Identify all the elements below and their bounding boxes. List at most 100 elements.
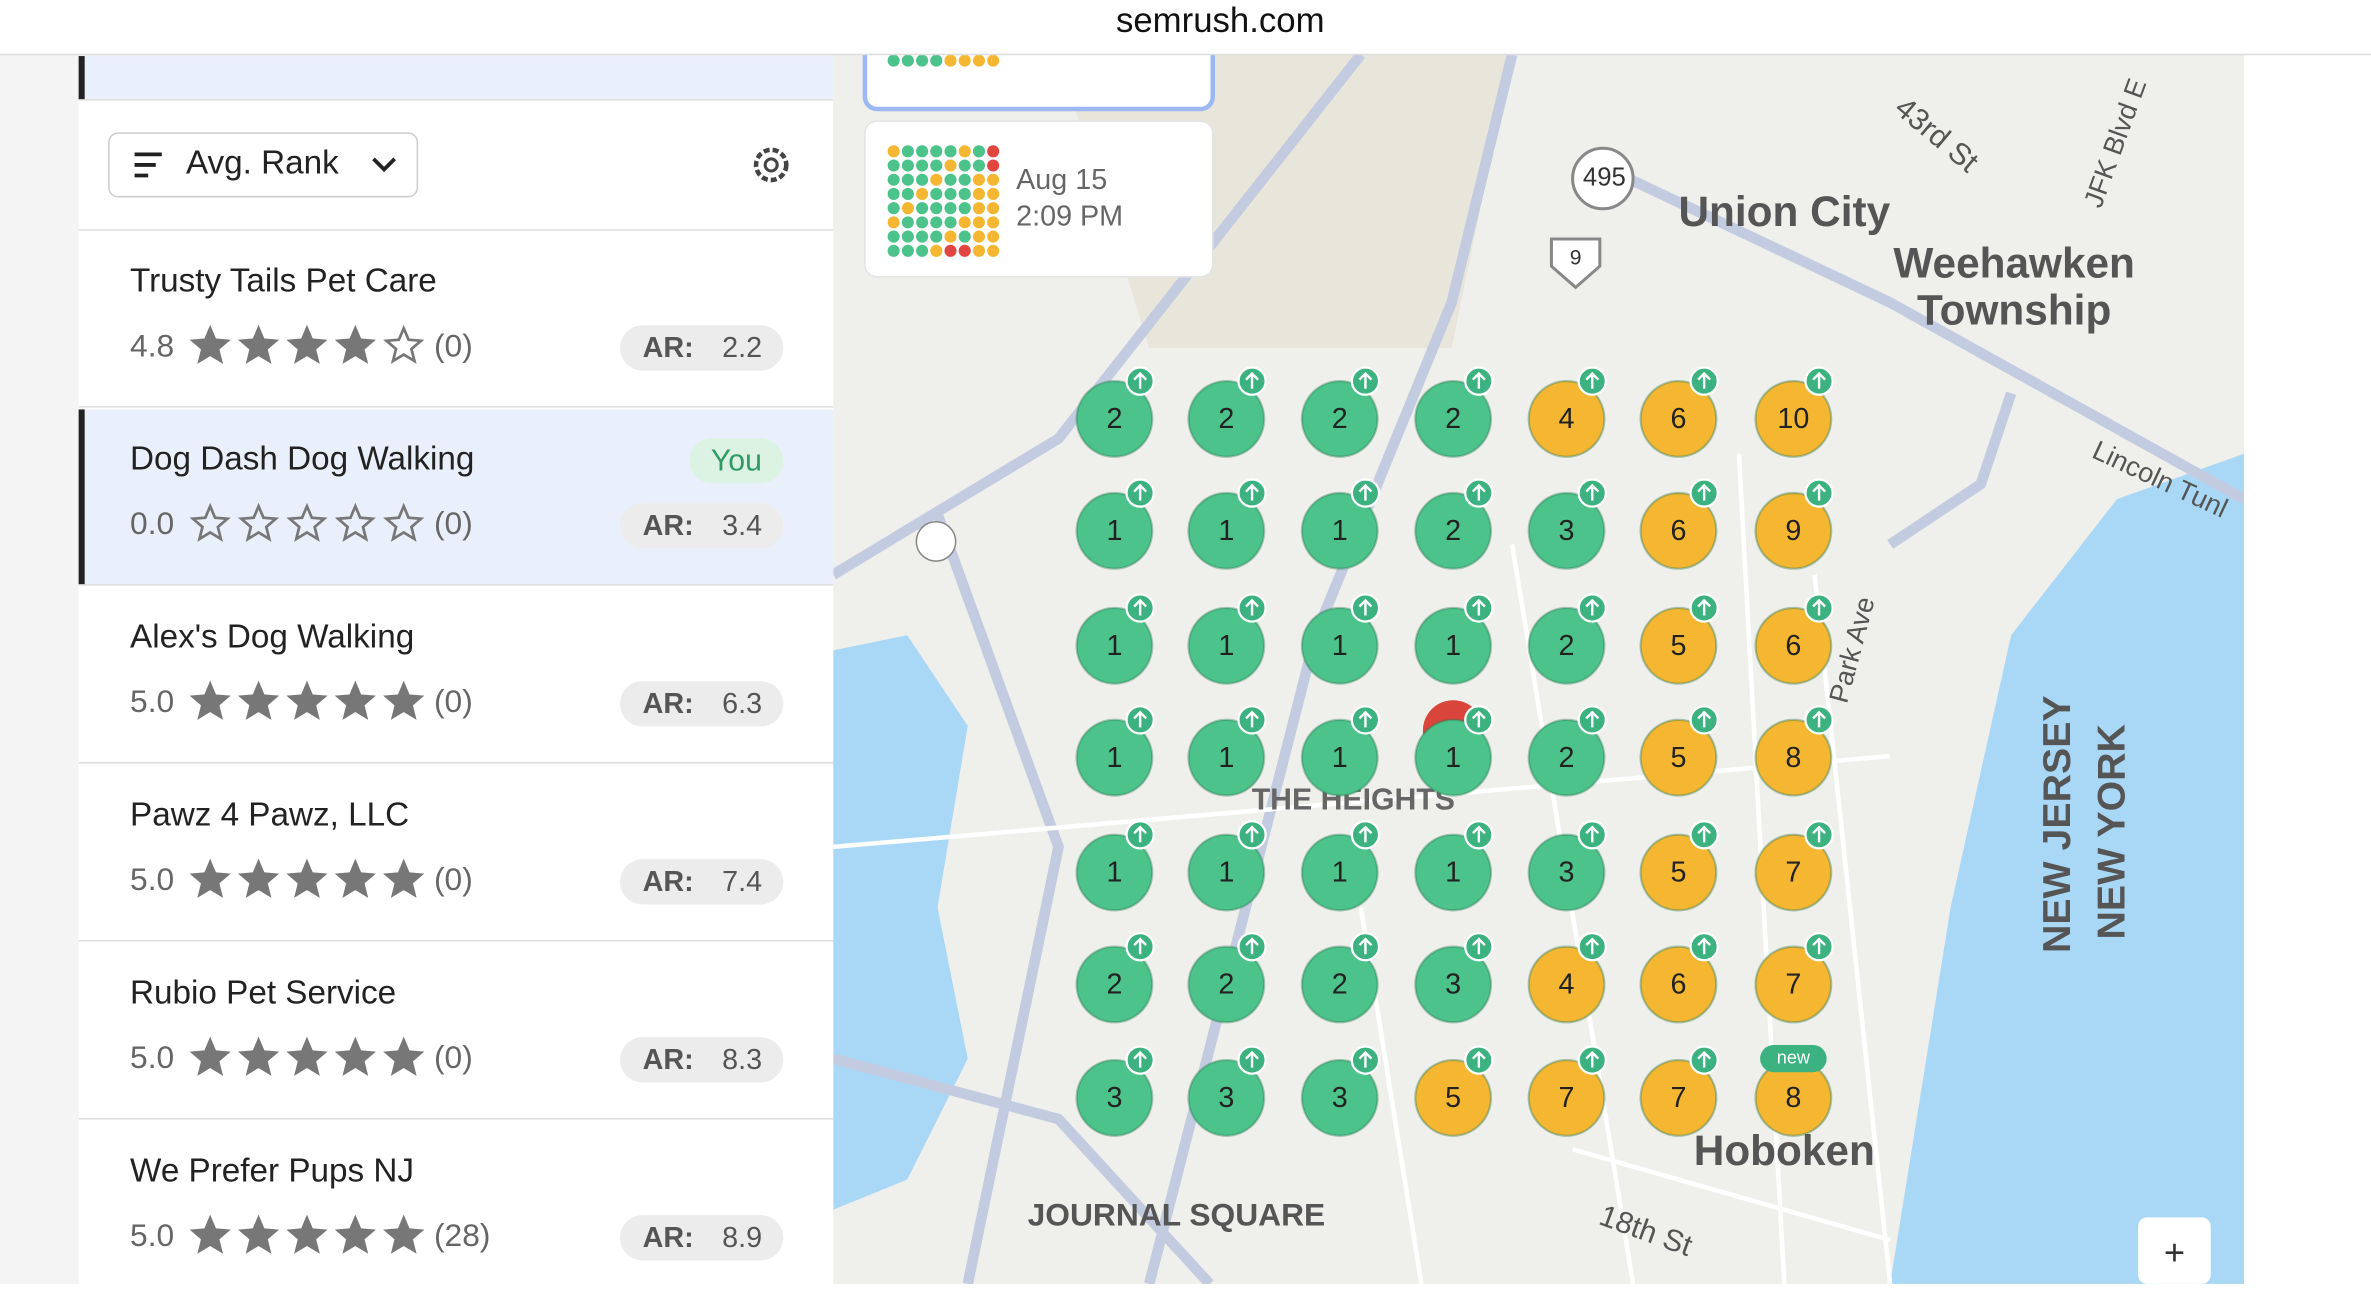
rank-pin[interactable] (1527, 1058, 1606, 1137)
rank-pin[interactable] (1754, 718, 1833, 797)
ar-pill (619, 325, 784, 371)
thumb-dot (958, 145, 971, 158)
thumb-dot (901, 244, 914, 257)
url: semrush.com (1116, 2, 1325, 40)
thumb-dot (930, 145, 943, 158)
rank-pin[interactable] (1527, 945, 1606, 1024)
rank-pin[interactable] (1300, 945, 1379, 1024)
thumb-dot (972, 202, 985, 215)
star (286, 324, 328, 364)
rank-pin[interactable] (1527, 491, 1606, 570)
review-count: (0) (434, 505, 473, 541)
rank-pin[interactable] (1187, 1058, 1266, 1137)
rank-value: 5 (1670, 630, 1686, 662)
rank-pin[interactable] (1414, 491, 1493, 570)
trend-arrow (1245, 825, 1259, 843)
listing-row[interactable] (84, 231, 834, 407)
sort-dropdown[interactable] (108, 132, 419, 198)
thumb-dot (930, 202, 943, 215)
rank-pin[interactable] (1754, 606, 1833, 685)
rank-pin[interactable] (1414, 606, 1493, 685)
rank-pin[interactable] (1414, 1058, 1493, 1137)
rank-pin[interactable] (1639, 1058, 1718, 1137)
rank-pin[interactable] (1300, 1058, 1379, 1137)
rank-pin[interactable] (1075, 1058, 1154, 1137)
rank-pin[interactable] (1075, 718, 1154, 797)
trend-arrow (1471, 710, 1486, 728)
map-label: Union City (1678, 188, 1890, 235)
listing-row[interactable] (84, 587, 834, 763)
rank-pin[interactable] (1639, 380, 1718, 458)
thumb-dot (901, 202, 914, 215)
rank-pin[interactable] (1754, 945, 1833, 1024)
thumb-dot (887, 54, 900, 67)
rank-pin[interactable] (1075, 833, 1154, 912)
thumb-dot (901, 216, 914, 229)
rank-pin[interactable] (1300, 491, 1379, 570)
thumb-dot (930, 159, 943, 172)
rank-pin[interactable] (1527, 380, 1606, 458)
rank-pin[interactable] (1187, 945, 1266, 1024)
rank-pin[interactable] (1187, 833, 1266, 912)
rank-pin[interactable] (1300, 606, 1379, 685)
thumb-dot (916, 187, 929, 201)
selected-row[interactable] (78, 409, 834, 585)
rank-pin[interactable] (1527, 833, 1606, 912)
rank-pin[interactable] (1639, 718, 1718, 797)
map-label: Weehawken (1893, 239, 2135, 286)
rating: 5.0 (130, 1039, 174, 1075)
rank-pin[interactable] (1075, 491, 1154, 570)
rank-pin[interactable] (1754, 491, 1833, 570)
rank-pin[interactable] (1187, 491, 1266, 570)
listing-name: Dog Dash Dog Walking (130, 441, 474, 478)
rank-pin[interactable] (1414, 718, 1493, 797)
rank-pin[interactable] (1639, 945, 1718, 1024)
rank-value: 1 (1218, 742, 1234, 774)
rank-pin[interactable] (1639, 833, 1718, 912)
rank-pin[interactable] (1527, 606, 1606, 685)
rank-pin[interactable] (1300, 833, 1379, 912)
rank-pin[interactable] (1414, 380, 1493, 458)
rank-pin[interactable] (1300, 718, 1379, 797)
rank-pin[interactable] (1300, 380, 1379, 458)
thumb-dot (930, 244, 943, 257)
trend-arrow (1697, 710, 1712, 728)
trend-arrow (1133, 937, 1148, 955)
review-count: (0) (434, 683, 473, 719)
rank-value: 2 (1445, 515, 1461, 547)
trend-arrow (1358, 937, 1373, 955)
rank-pin[interactable] (1754, 380, 1833, 458)
ar-label: AR: (643, 1044, 694, 1076)
rank-value: 1 (1332, 857, 1348, 889)
rank-pin[interactable] (1527, 718, 1606, 797)
thumb-dot (944, 216, 957, 229)
thumb-dot (958, 159, 971, 172)
rank-pin[interactable] (1075, 380, 1154, 458)
ar-label: AR: (643, 866, 694, 898)
listing-row[interactable] (84, 765, 834, 941)
listing-row[interactable] (84, 1121, 834, 1289)
listing-row[interactable] (84, 943, 834, 1119)
rank-pin[interactable] (1639, 606, 1718, 685)
settings-icon[interactable] (753, 147, 789, 183)
trend-arrow (1133, 483, 1148, 501)
rank-pin[interactable] (1187, 380, 1266, 458)
rank-pin[interactable] (1075, 606, 1154, 685)
thumb-dot (987, 230, 1000, 243)
thumb-dot (987, 216, 1000, 229)
rank-pin[interactable] (1187, 718, 1266, 797)
star (286, 680, 328, 720)
rank-pin[interactable] (1075, 945, 1154, 1024)
rank-pin[interactable] (1754, 833, 1833, 912)
rank-pin[interactable] (1414, 945, 1493, 1024)
rank-value: 3 (1218, 1082, 1234, 1114)
rating: 5.0 (130, 861, 174, 897)
trend-arrow (1697, 598, 1712, 616)
trend-arrow (1358, 483, 1373, 501)
thumb-dot (901, 54, 914, 67)
rank-pin[interactable] (1639, 491, 1718, 570)
review-count: (0) (434, 1039, 473, 1075)
rank-pin[interactable] (1414, 833, 1493, 912)
star (334, 1214, 376, 1254)
rank-pin[interactable] (1187, 606, 1266, 685)
